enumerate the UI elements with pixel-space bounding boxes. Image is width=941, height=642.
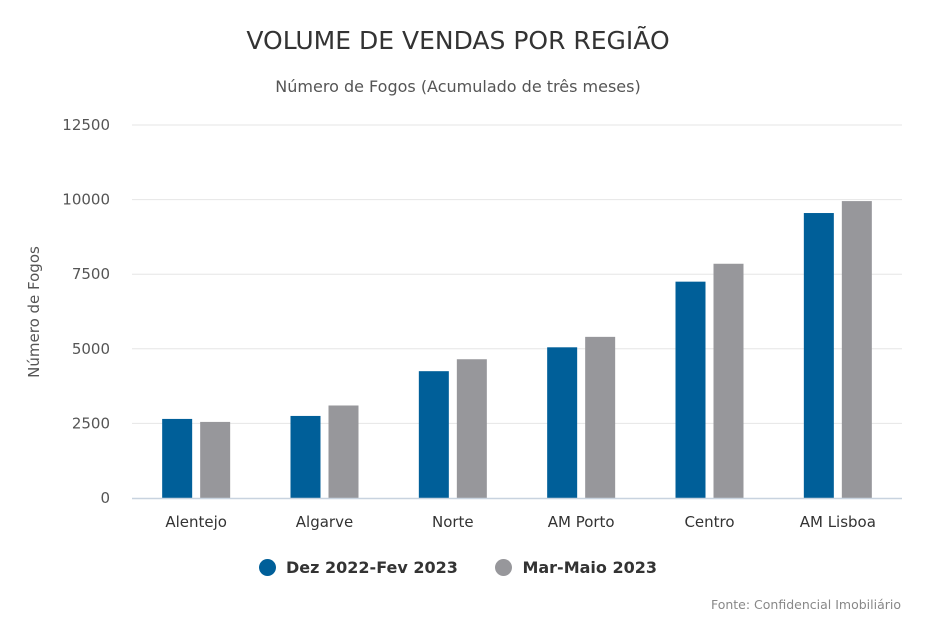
bar-2-centro [713, 263, 744, 498]
y-tick-label: 5000 [72, 340, 110, 358]
x-tick-label: AM Lisboa [800, 513, 876, 531]
bar-2-am-porto [585, 336, 616, 498]
legend-label-series-1: Dez 2022-Fev 2023 [286, 558, 458, 577]
x-tick-label: Alentejo [165, 513, 227, 531]
bar-1-am-porto [547, 347, 578, 498]
legend-swatch-series-1 [259, 559, 276, 576]
bar-1-algarve [290, 415, 321, 498]
bar-2-norte [456, 359, 487, 498]
chart-subtitle: Número de Fogos (Acumulado de três meses… [275, 77, 641, 96]
y-tick-label: 10000 [62, 191, 110, 209]
bar-1-alentejo [162, 418, 193, 498]
bar-2-am-lisboa [841, 201, 872, 499]
legend-item-series-1[interactable]: Dez 2022-Fev 2023 [259, 558, 458, 577]
y-tick-label: 0 [100, 489, 110, 507]
x-tick-label: Norte [432, 513, 474, 531]
x-tick-label: Centro [684, 513, 734, 531]
legend: Dez 2022-Fev 2023 Mar-Maio 2023 [0, 558, 916, 580]
x-tick-label: Algarve [296, 513, 353, 531]
bar-1-centro [675, 281, 706, 498]
bar-1-norte [418, 371, 449, 498]
legend-swatch-series-2 [495, 559, 513, 576]
legend-label-series-2: Mar-Maio 2023 [522, 558, 657, 577]
bar-2-algarve [328, 405, 359, 498]
y-tick-label: 7500 [72, 265, 110, 283]
source-note: Fonte: Confidencial Imobiliário [710, 597, 901, 612]
y-tick-label: 12500 [62, 116, 110, 134]
x-tick-label: AM Porto [548, 513, 615, 531]
legend-item-series-2[interactable]: Mar-Maio 2023 [495, 558, 657, 577]
bar-1-am-lisboa [803, 213, 834, 498]
y-tick-label: 2500 [72, 414, 110, 432]
chart-title: VOLUME DE VENDAS POR REGIÃO [246, 26, 670, 55]
bar-2-alentejo [200, 421, 231, 498]
